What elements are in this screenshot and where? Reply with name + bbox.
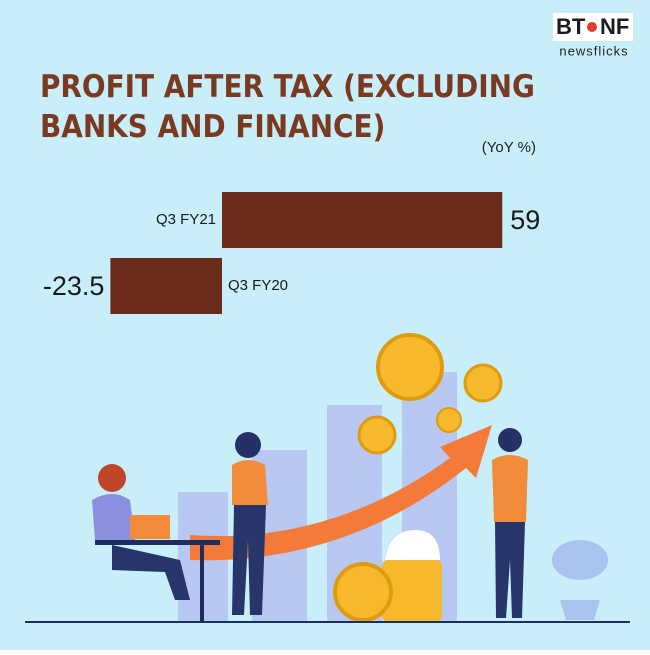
coin	[376, 333, 444, 401]
value-label: -23.5	[43, 271, 105, 301]
legs	[112, 545, 190, 600]
coin	[357, 415, 397, 455]
head	[98, 464, 126, 492]
bar	[110, 258, 222, 314]
deco-arrow	[190, 425, 492, 561]
logo-left: BT	[556, 14, 586, 39]
category-label: Q3 FY21	[156, 211, 216, 228]
floor-line	[25, 621, 630, 623]
bar	[222, 192, 503, 248]
pot	[560, 600, 600, 620]
legs	[495, 522, 525, 618]
torso	[232, 460, 268, 505]
chart-subtitle: (YoY %)	[482, 139, 536, 156]
desk	[95, 540, 220, 545]
coin-stack	[382, 560, 442, 622]
desk-leg	[200, 545, 204, 622]
legs	[232, 505, 266, 615]
head	[498, 428, 522, 452]
torso	[492, 455, 528, 522]
coin	[333, 562, 393, 622]
logo-dot	[587, 22, 597, 32]
logo-right: NF	[600, 14, 629, 39]
chart-title: PROFIT AFTER TAX (EXCLUDING BANKS AND FIN…	[40, 69, 535, 145]
category-label: Q3 FY20	[228, 277, 288, 294]
torso	[92, 494, 135, 540]
plant	[552, 540, 608, 580]
coin	[436, 407, 462, 433]
laptop	[130, 515, 170, 539]
illustration	[25, 333, 630, 623]
logo: BT NF newsflicks	[553, 13, 633, 58]
logo-tagline: newsflicks	[559, 43, 628, 58]
value-label: 59	[510, 205, 540, 235]
head	[235, 432, 261, 458]
money-bag	[385, 530, 440, 560]
coin	[463, 363, 503, 403]
